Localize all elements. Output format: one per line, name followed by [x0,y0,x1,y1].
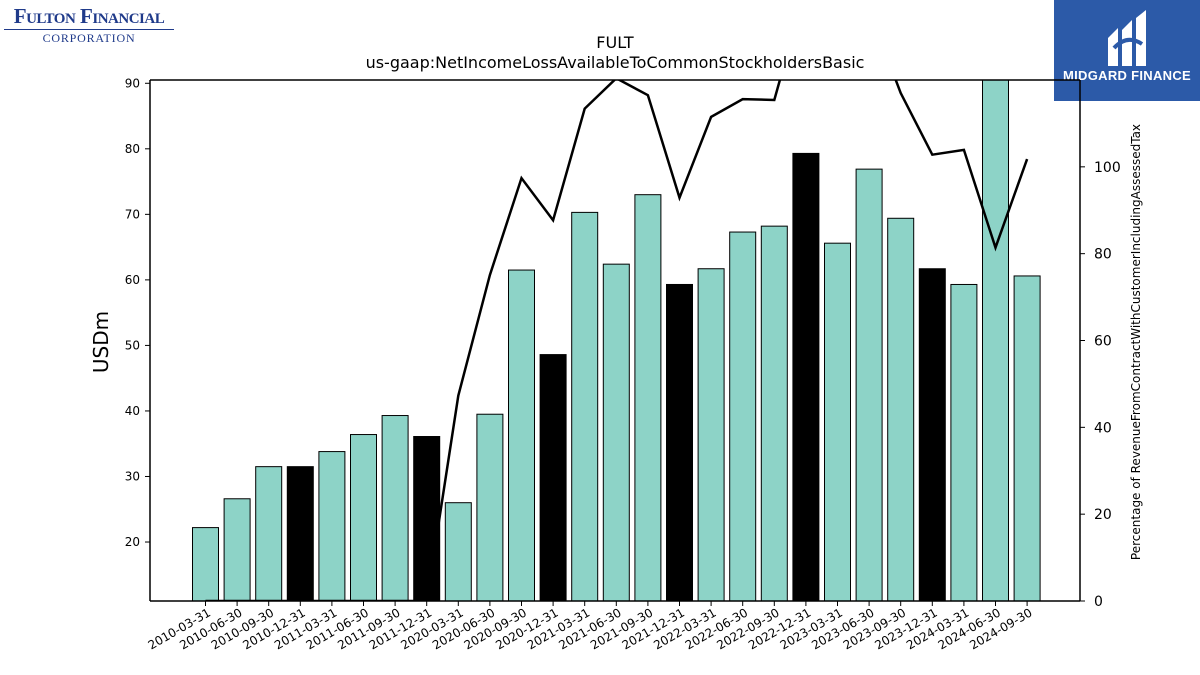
y-tick-label-20: 20 [125,535,140,549]
y2-tick-label-20: 20 [1094,507,1112,523]
y2-tick-label-60: 60 [1094,334,1112,350]
bar-2021-12-31 [666,283,693,601]
bar-2010-09-30 [255,466,283,601]
bar-2022-03-31 [697,268,725,601]
bar-2023-09-30 [887,217,915,601]
bar-2021-03-31 [571,211,599,601]
bar-2022-06-30 [729,231,757,601]
bar-series [192,80,1041,601]
y-tick-label-60: 60 [125,273,140,287]
y2-axis-label: Percentage of RevenueFromContractWithCus… [1129,124,1143,560]
bar-2011-03-31 [318,451,346,601]
corporate-logo-subtitle: CORPORATION [42,31,136,45]
bar-2011-06-30 [350,434,377,601]
y-tick-label-50: 50 [125,338,140,352]
bar-2020-12-31 [539,354,567,601]
y-tick-label-40: 40 [125,404,140,418]
chart-subtitle: us-gaap:NetIncomeLossAvailableToCommonSt… [365,53,865,72]
bar-2024-06-30 [982,80,1009,601]
bar-2021-09-30 [634,194,662,601]
y-axis-label: USDm [89,311,113,373]
bar-2020-09-30 [508,269,535,601]
y2-tick-label-100: 100 [1094,160,1121,176]
y2-tick-label-40: 40 [1094,420,1112,436]
y2-tick-label-80: 80 [1094,247,1112,263]
y-tick-label-30: 30 [125,469,140,483]
bar-2011-12-31 [413,436,441,601]
bar-2024-03-31 [950,283,978,601]
bar-2022-12-31 [792,152,820,601]
midgard-finance-logo: MIDGARD FINANCE [1054,0,1200,101]
y2-tick-label-0: 0 [1094,594,1103,610]
bar-2023-03-31 [824,242,851,601]
fulton-financial-logo: Fulton Financial CORPORATION [4,4,174,45]
bar-2020-03-31 [444,502,472,601]
y-tick-label-70: 70 [125,207,140,221]
corporate-logo-rule [4,29,174,30]
bar-2023-12-31 [918,268,946,601]
midgard-mark-icon [1108,10,1146,66]
brand-name: MIDGARD FINANCE [1063,68,1191,83]
bar-2020-06-30 [476,413,504,601]
bar-2010-12-31 [286,466,314,601]
chart-title: FULT [596,33,634,52]
bar-2021-06-30 [602,263,630,601]
bar-2023-06-30 [855,168,883,601]
bar-2010-06-30 [223,498,251,601]
bar-2011-09-30 [381,415,409,601]
y-tick-label-90: 90 [125,76,140,90]
bar-2022-09-30 [760,225,788,601]
bar-2024-09-30 [1013,275,1041,601]
bar-2010-03-31 [192,527,219,601]
y-tick-label-80: 80 [125,142,140,156]
corporate-logo-name: Fulton Financial [13,4,165,28]
